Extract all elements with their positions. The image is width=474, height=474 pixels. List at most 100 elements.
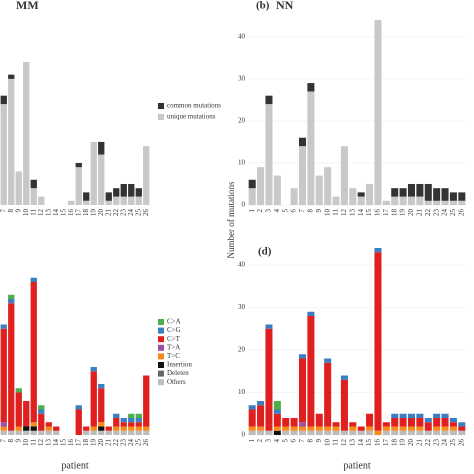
bar-segment [298, 354, 307, 359]
bar-segment [120, 418, 127, 423]
bar-segment [273, 409, 281, 414]
y-tick-label: 20 [238, 346, 246, 354]
bar-segment [382, 200, 390, 205]
y-tick-label: 20 [238, 117, 246, 125]
bar-segment [120, 426, 127, 431]
bar-segment [128, 183, 135, 197]
bar-segment [416, 430, 424, 435]
bar-segment [433, 188, 441, 201]
x-tick-label: 13 [348, 209, 356, 217]
bar-segment [366, 426, 374, 431]
x-tick-label: 24 [441, 209, 449, 217]
bar-segment [332, 196, 340, 205]
x-tick-label: 18 [82, 439, 90, 447]
x-tick-label: 9 [315, 209, 323, 213]
bar-segment [8, 299, 15, 304]
bar-segment [349, 188, 357, 205]
legend-label: common mutations [167, 102, 221, 110]
bar-segment [120, 430, 127, 435]
x-tick-label: 7 [298, 439, 306, 443]
bar-segment [30, 426, 37, 431]
bar-segment [407, 430, 416, 435]
bar-segment [449, 430, 457, 435]
bar-segment [120, 183, 127, 197]
bar-segment [105, 200, 112, 205]
bar-segment [38, 413, 45, 431]
bar-segment [449, 192, 457, 201]
bar-segment [315, 413, 323, 427]
x-tick-label: 13 [44, 439, 52, 447]
bar-segment [143, 146, 150, 205]
legend-swatch [158, 362, 164, 368]
x-tick-label: 25 [449, 439, 457, 447]
bar-segment [248, 430, 256, 435]
bar-segment [257, 430, 265, 435]
bar-segment [391, 188, 399, 197]
x-tick-label: 25 [449, 209, 457, 217]
panel-label: (b) [256, 0, 270, 12]
x-tick-label: 26 [457, 209, 465, 217]
legend-label: C>G [167, 326, 181, 334]
bar-segment [248, 405, 256, 410]
bar-segment [324, 362, 332, 427]
bar-segment [449, 418, 457, 423]
x-tick-label: 7 [298, 209, 306, 213]
bar-segment [433, 418, 441, 427]
bar-segment [282, 426, 290, 431]
bar-segment [15, 392, 22, 427]
x-tick-label: 9 [14, 439, 22, 443]
bar-segment [441, 413, 449, 418]
x-tick-label: 14 [52, 439, 60, 447]
bar-segment [265, 95, 273, 105]
chart-title: MM [16, 0, 39, 12]
bar-segment [391, 413, 399, 418]
bar-segment [257, 401, 265, 406]
bar-segment [0, 430, 7, 435]
bar-segment [349, 430, 357, 435]
legend-swatch [158, 327, 164, 334]
bar-segment [391, 426, 399, 431]
legend-label: Insertion [167, 361, 192, 369]
x-tick-label: 21 [415, 439, 423, 447]
bar-segment [30, 422, 37, 427]
y-tick-label: 40 [238, 261, 246, 269]
x-tick-label: 15 [59, 439, 67, 447]
bar-segment [113, 426, 120, 431]
bar-segment [399, 196, 407, 205]
x-tick-label: 10 [22, 209, 30, 217]
x-tick-label: 16 [374, 209, 382, 217]
x-tick-label: 8 [306, 209, 314, 213]
bar-segment [290, 188, 298, 205]
legend-swatch [158, 344, 164, 351]
bar-segment [391, 430, 399, 435]
x-tick-label: 24 [127, 209, 135, 217]
chart-title: NN [276, 0, 294, 12]
legend-swatch [158, 319, 164, 325]
x-tick-label: 11 [332, 209, 340, 216]
bar-segment [90, 371, 97, 427]
bar-segment [416, 418, 424, 427]
x-tick-label: 10 [323, 209, 331, 217]
bar-segment [315, 175, 323, 205]
bar-segment [128, 430, 135, 435]
x-tick-label: 16 [67, 439, 75, 447]
bar-segment [441, 426, 449, 431]
bar-segment [332, 430, 340, 435]
x-tick-label: 14 [52, 209, 60, 217]
x-tick-label: 2 [256, 439, 264, 443]
y-tick-label: 0 [242, 431, 246, 439]
bar-segment [273, 430, 281, 435]
bar-segment [265, 328, 273, 431]
x-tick-label: 26 [142, 209, 150, 217]
x-tick-label: 19 [89, 439, 97, 447]
bar-segment [128, 422, 135, 427]
legend-swatch [158, 379, 164, 386]
bar-segment [273, 401, 281, 410]
bar-segment [45, 422, 52, 427]
bar-segment [135, 188, 142, 197]
bar-segment [416, 183, 424, 197]
x-axis-label: patient [343, 460, 370, 471]
x-tick-label: 2 [256, 209, 264, 213]
x-tick-label: 12 [340, 209, 348, 217]
bar-segment [23, 430, 30, 435]
